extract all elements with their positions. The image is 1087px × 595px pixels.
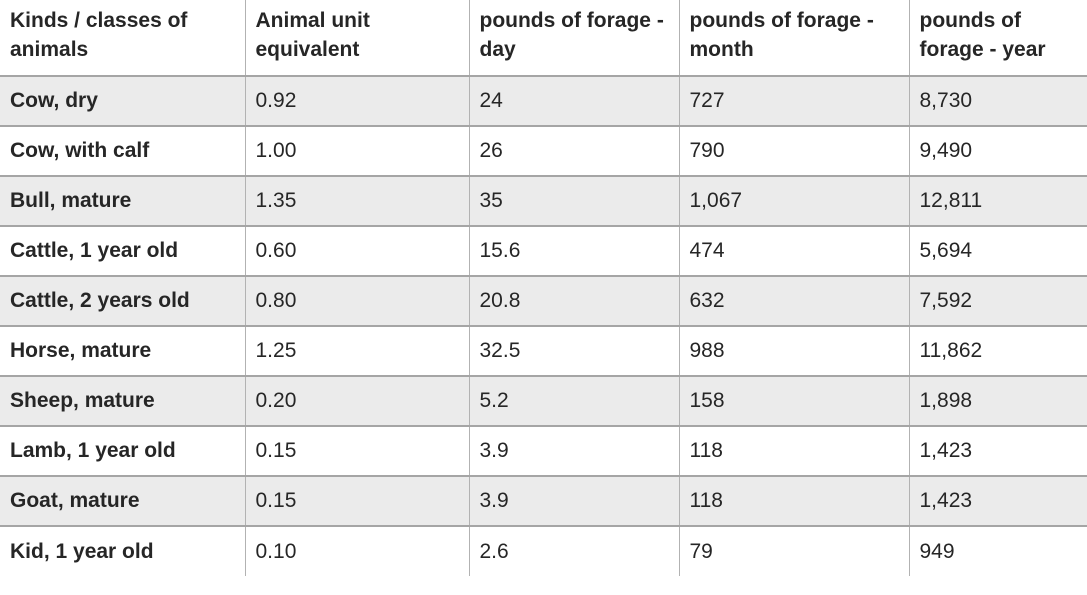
table-cell: 632 [678,276,909,326]
row-header: Lamb, 1 year old [10,439,176,462]
table-cell: 988 [678,326,909,376]
row-header: Goat, mature [10,489,140,512]
column-header-animal-unit-equivalent: Animal unit equivalent [244,0,469,76]
table-cell: 790 [678,126,909,176]
forage-requirements-table: Kinds / classes of animals Animal unit e… [0,0,1087,576]
table-row: Lamb, 1 year old 0.15 3.9 118 1,423 [0,426,1087,476]
table-cell: 32.5 [468,326,679,376]
table-cell: 3.9 [468,426,679,476]
table-cell: 12,811 [908,176,1087,226]
row-header: Cow, with calf [10,139,150,162]
table-cell: 0.92 [244,76,469,126]
table-cell: 24 [468,76,679,126]
table-cell: 1.00 [244,126,469,176]
table-cell: 1,898 [908,376,1087,426]
row-header: Bull, mature [10,189,132,212]
table-cell: 118 [678,476,909,526]
header-row: Kinds / classes of animals Animal unit e… [0,0,1087,76]
row-header: Sheep, mature [10,389,155,412]
table-row: Cattle, 1 year old 0.60 15.6 474 5,694 [0,226,1087,276]
table-cell: 20.8 [468,276,679,326]
table-cell: 0.10 [244,526,469,576]
table-cell: 2.6 [468,526,679,576]
table-cell: 7,592 [908,276,1087,326]
table-cell: 1.25 [244,326,469,376]
table-cell: 1,067 [678,176,909,226]
table-cell: 118 [678,426,909,476]
table-cell: 35 [468,176,679,226]
table-cell: 5.2 [468,376,679,426]
table-cell: 3.9 [468,476,679,526]
table-cell: 474 [678,226,909,276]
row-header: Cattle, 1 year old [10,239,179,262]
table-cell: 949 [908,526,1087,576]
table-cell: 0.15 [244,426,469,476]
column-header-forage-month: pounds of forage - month [678,0,909,76]
table-cell: 1.35 [244,176,469,226]
table-cell: 15.6 [468,226,679,276]
table-row: Cow, dry 0.92 24 727 8,730 [0,76,1087,126]
column-header-animal-kind: Kinds / classes of animals [0,0,245,76]
table-row: Goat, mature 0.15 3.9 118 1,423 [0,476,1087,526]
table-row: Kid, 1 year old 0.10 2.6 79 949 [0,526,1087,576]
table-cell: 0.60 [244,226,469,276]
table-cell: 8,730 [908,76,1087,126]
row-header: Cow, dry [10,89,98,112]
row-header: Kid, 1 year old [10,539,154,563]
table-cell: 0.15 [244,476,469,526]
table-row: Horse, mature 1.25 32.5 988 11,862 [0,326,1087,376]
table-cell: 5,694 [908,226,1087,276]
table-cell: 11,862 [908,326,1087,376]
table-cell: 0.80 [244,276,469,326]
row-header: Cattle, 2 years old [10,289,190,312]
column-header-forage-day: pounds of forage - day [468,0,679,76]
table-cell: 1,423 [908,426,1087,476]
table-cell: 79 [678,526,909,576]
column-header-forage-year: pounds of forage - year [908,0,1087,76]
table-row: Cow, with calf 1.00 26 790 9,490 [0,126,1087,176]
row-header: Horse, mature [10,339,152,362]
table-cell: 727 [678,76,909,126]
table-cell: 1,423 [908,476,1087,526]
table-cell: 9,490 [908,126,1087,176]
table-row: Bull, mature 1.35 35 1,067 12,811 [0,176,1087,226]
table-cell: 0.20 [244,376,469,426]
table-cell: 158 [678,376,909,426]
table-cell: 26 [468,126,679,176]
forage-table-container: Kinds / classes of animals Animal unit e… [0,0,1087,576]
table-row: Cattle, 2 years old 0.80 20.8 632 7,592 [0,276,1087,326]
table-row: Sheep, mature 0.20 5.2 158 1,898 [0,376,1087,426]
